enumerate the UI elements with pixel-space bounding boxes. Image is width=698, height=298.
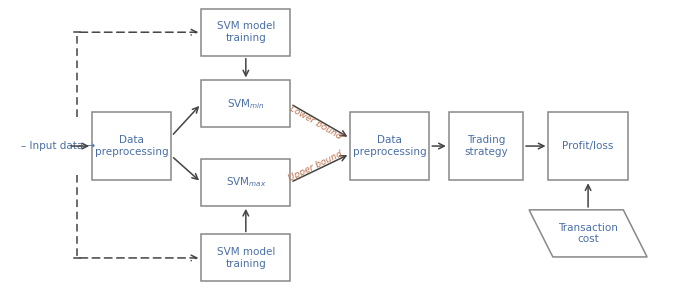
FancyBboxPatch shape xyxy=(549,112,628,180)
Text: Profit/loss: Profit/loss xyxy=(563,141,614,151)
Text: Transaction
cost: Transaction cost xyxy=(558,223,618,244)
Text: Upper bound: Upper bound xyxy=(287,149,343,183)
FancyBboxPatch shape xyxy=(350,112,429,180)
Text: SVM$_{max}$: SVM$_{max}$ xyxy=(225,176,266,189)
Text: – Input data →: – Input data → xyxy=(21,141,95,151)
Text: Data
preprocessing: Data preprocessing xyxy=(95,135,168,157)
FancyBboxPatch shape xyxy=(201,235,290,282)
Text: SVM$_{min}$: SVM$_{min}$ xyxy=(227,97,265,111)
Text: SVM model
training: SVM model training xyxy=(216,247,275,269)
Text: Data
preprocessing: Data preprocessing xyxy=(353,135,426,157)
FancyBboxPatch shape xyxy=(92,112,172,180)
FancyBboxPatch shape xyxy=(449,112,523,180)
Text: Lower bound: Lower bound xyxy=(288,104,343,142)
FancyBboxPatch shape xyxy=(201,9,290,56)
Polygon shape xyxy=(529,210,647,257)
Text: Trading
strategy: Trading strategy xyxy=(464,135,507,157)
Text: SVM model
training: SVM model training xyxy=(216,21,275,43)
FancyBboxPatch shape xyxy=(201,159,290,206)
FancyBboxPatch shape xyxy=(201,80,290,128)
